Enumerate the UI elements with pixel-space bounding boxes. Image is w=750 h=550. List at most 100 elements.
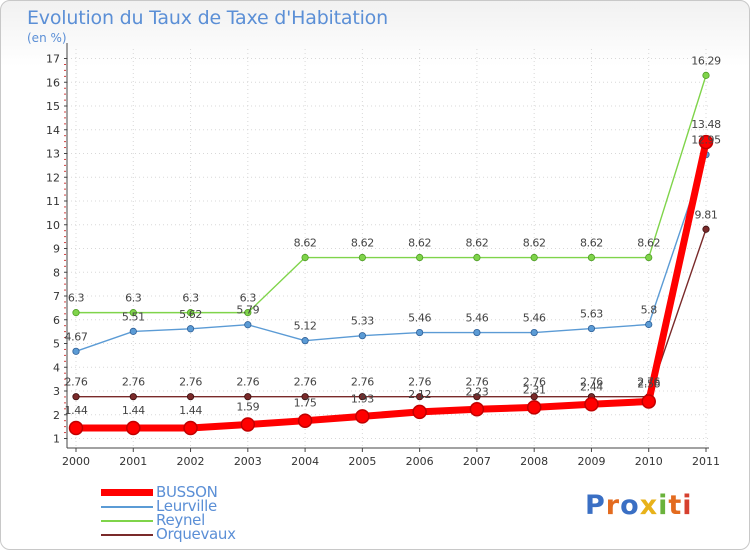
y-tick-label: 2 [53, 409, 60, 422]
y-tick-label: 10 [46, 219, 60, 232]
grid [67, 49, 709, 448]
y-tick-label: 5 [53, 338, 60, 351]
x-tick-label: 2002 [177, 455, 205, 468]
point-orquevaux [416, 393, 424, 401]
point-orquevaux [129, 393, 137, 401]
x-tick-label: 2009 [577, 455, 605, 468]
y-tick-label: 13 [46, 148, 60, 161]
point-reynel [358, 253, 366, 262]
data-label-reynel: 8.62 [408, 237, 431, 250]
data-label-reynel: 16.29 [691, 54, 721, 67]
x-tick-label: 2008 [520, 455, 548, 468]
data-label-busson: 2.31 [523, 383, 546, 396]
y-tick-label: 3 [53, 385, 60, 398]
point-busson [584, 397, 599, 412]
x-tick-label: 2005 [348, 455, 376, 468]
series-line-orquevaux [75, 228, 707, 398]
point-leurville [244, 321, 252, 329]
logo-letter: P [585, 490, 606, 521]
data-label-busson: 1.44 [65, 404, 88, 417]
point-orquevaux [301, 393, 309, 401]
data-label-reynel: 8.62 [523, 237, 546, 250]
point-leurville [301, 337, 309, 345]
legend-swatch [101, 489, 153, 496]
data-label-reynel: 8.62 [351, 237, 374, 250]
data-label-leurville: 5.33 [351, 315, 374, 328]
series-line-reynel [75, 74, 707, 314]
y-tick-label: 6 [53, 314, 60, 327]
point-reynel [416, 253, 424, 262]
legend-item-leurville: Leurville [101, 497, 301, 515]
point-reynel [645, 253, 653, 262]
y-tick-label: 7 [53, 290, 60, 303]
data-label-reynel: 8.62 [294, 237, 317, 250]
legend-swatch [101, 506, 153, 508]
y-unit-label: (en %) [27, 31, 67, 45]
x-tick-label: 2004 [291, 455, 319, 468]
legend-label: Orquevaux [156, 525, 236, 543]
logo-letter: t [668, 490, 683, 521]
data-label-busson: 13.48 [691, 118, 721, 131]
data-label-leurville: 5.46 [523, 312, 546, 325]
point-busson [183, 420, 198, 436]
point-leurville [72, 347, 80, 355]
point-leurville [587, 324, 596, 333]
point-orquevaux [530, 393, 538, 401]
chart-title: Evolution du Taux de Taxe d'Habitation [27, 7, 388, 29]
point-reynel [72, 309, 80, 317]
data-label-leurville: 5.12 [294, 320, 317, 333]
data-labels: 1.44 1.44 1.44 1.59 1.75 1.93 2.12 2.23 2.31 2.44… [65, 54, 722, 417]
data-label-reynel: 8.62 [580, 237, 603, 250]
y-tick-label: 1 [53, 433, 60, 446]
data-label-orquevaux: 2.76 [236, 376, 259, 389]
data-label-orquevaux: 2.76 [351, 376, 374, 389]
logo-letter: r [605, 490, 621, 521]
y-tick-label: 14 [46, 124, 60, 137]
point-busson [698, 134, 714, 150]
data-label-reynel: 6.3 [240, 292, 257, 305]
y-tick-label: 11 [46, 195, 60, 208]
data-label-leurville: 5.63 [580, 308, 603, 321]
data-label-leurville: 5.46 [465, 312, 488, 325]
data-label-orquevaux: 2.76 [122, 376, 145, 389]
point-orquevaux [244, 393, 252, 401]
y-tick-label: 8 [53, 266, 60, 279]
series-line-leurville [75, 153, 707, 353]
point-leurville [358, 332, 366, 340]
point-busson [526, 400, 542, 415]
data-label-busson: 1.75 [294, 397, 317, 410]
legend-label: Leurville [156, 497, 217, 515]
x-tick-label: 2010 [635, 455, 663, 468]
point-reynel [473, 253, 481, 262]
point-leurville [645, 320, 653, 329]
data-label-leurville: 12.95 [691, 134, 721, 147]
data-label-orquevaux: 2.76 [637, 376, 660, 389]
data-label-orquevaux: 2.76 [523, 376, 546, 389]
data-label-orquevaux: 9.81 [695, 208, 718, 221]
legend-label: Reynel [156, 511, 205, 529]
series-layer [68, 71, 714, 436]
point-busson [469, 402, 485, 417]
data-label-busson: 1.93 [351, 392, 374, 405]
y-tick-label: 15 [46, 100, 60, 113]
data-label-busson: 1.59 [236, 400, 259, 413]
point-leurville [129, 327, 137, 335]
y-tick-label: 17 [46, 53, 60, 66]
point-busson [641, 394, 656, 409]
x-tick-label: 2000 [62, 455, 90, 468]
point-busson [68, 420, 84, 436]
point-reynel [587, 253, 596, 262]
y-tick-label: 9 [53, 243, 60, 256]
y-tick-label: 16 [46, 76, 60, 89]
point-leurville [473, 328, 481, 337]
legend-item-reynel: Reynel [101, 511, 301, 529]
point-leurville [530, 328, 538, 337]
x-tick-label: 2006 [406, 455, 434, 468]
point-orquevaux [358, 393, 366, 401]
data-label-reynel: 6.3 [68, 292, 85, 305]
data-label-leurville: 5.8 [641, 304, 658, 317]
data-label-orquevaux: 2.76 [294, 376, 317, 389]
